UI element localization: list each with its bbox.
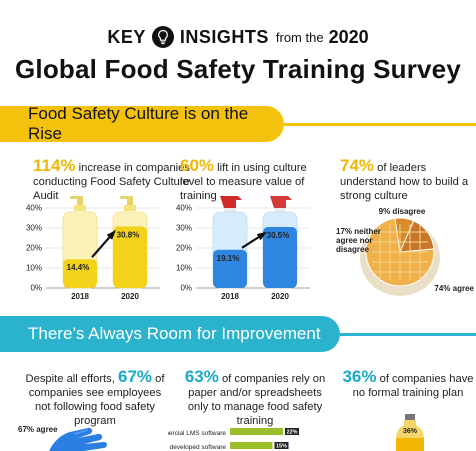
bottle-cap <box>224 208 236 213</box>
header-year: 2020 <box>328 26 369 47</box>
data-label: 15% <box>276 444 287 450</box>
stat-leaders-understand: 74% of leaders understand how to build a… <box>340 156 476 203</box>
trend-arrow-head <box>106 229 116 240</box>
bottle-neck <box>127 198 133 206</box>
x-tick-label: 2018 <box>71 292 89 301</box>
data-label: 30.8% <box>117 230 140 239</box>
stat-culture-lift: 60% lift in using culture level to measu… <box>180 156 330 203</box>
y-tick-label: 30% <box>26 224 42 233</box>
y-tick-label: 10% <box>26 264 42 273</box>
y-tick-label: 40% <box>176 204 192 213</box>
bar <box>63 259 97 288</box>
data-label: 30.5% <box>267 231 290 240</box>
data-label: 19.1% <box>217 254 240 263</box>
category-label: Internally developed software <box>168 444 226 451</box>
stat-paper-text: of companies rely on paper and/or spread… <box>187 373 326 427</box>
spray-trigger <box>270 196 292 208</box>
stat-not-following-value: 67% <box>117 367 153 386</box>
stat-culture-audit-value: 114% <box>33 156 76 175</box>
section-title-improvement: There’s Always Room for Improvement <box>28 324 321 343</box>
y-tick-label: 10% <box>176 264 192 273</box>
stat-not-following-text: of companies see employees not following… <box>28 373 165 427</box>
data-label: 22% <box>286 430 297 436</box>
chart-leaders-pie: 9% disagree 17% neither agree nor disagree 7… <box>330 200 476 310</box>
section-rule-blue <box>340 333 476 336</box>
stat-no-plan-text: of companies have no formal training pla… <box>352 373 474 399</box>
spray-trigger <box>220 196 242 208</box>
stat-culture-lift-text: lift in using culture level to measure v… <box>180 162 307 202</box>
stat-no-plan: 36% of companies have no formal training… <box>340 367 476 400</box>
x-tick-label: 2020 <box>271 292 289 301</box>
bar <box>213 249 247 288</box>
slice-label: 17% neither <box>336 227 381 236</box>
bottle-icon: 36% <box>396 414 424 451</box>
x-tick-label: 2018 <box>221 292 239 301</box>
bar <box>263 227 297 288</box>
chart-culture-audit: 0% 10% 20% 30% 40% 14.4% 2018 30.8% 2020 <box>20 190 170 310</box>
chart-culture-lift: 0% 10% 20% 30% 40% 19.1% 2018 30.5% 2020 <box>170 190 320 310</box>
stat-leaders-value: 74% <box>340 156 375 175</box>
section-banner-culture: Food Safety Culture is on the Rise <box>0 104 284 143</box>
bar <box>230 442 273 449</box>
section-rule-yellow <box>284 123 476 126</box>
value-badge <box>285 428 299 435</box>
bottle-cap <box>74 205 86 211</box>
section-banner-improvement: There’s Always Room for Improvement <box>0 316 340 352</box>
data-label: 14.4% <box>67 263 90 272</box>
stat-not-following: Despite all efforts, 67% of companies se… <box>20 367 170 428</box>
header-from-the: from the <box>275 29 324 45</box>
y-tick-label: 20% <box>176 244 192 253</box>
stat-paper-value: 63% <box>184 367 219 386</box>
bottle-cap <box>124 205 136 211</box>
stat-not-following-pre: Despite all efforts, <box>25 373 118 385</box>
bottle-cap <box>274 208 286 213</box>
slice-label: disagree <box>336 245 369 254</box>
lightbulb-icon <box>151 26 174 48</box>
header-line-1: KEY INSIGHTS from the 2020 <box>0 22 476 52</box>
bottle-pump <box>120 196 133 199</box>
y-tick-label: 0% <box>30 284 42 293</box>
y-tick-label: 0% <box>180 284 192 293</box>
trend-arrow <box>91 233 113 258</box>
chart-culture-audit-svg: 0% 10% 20% 30% 40% 14.4% 2018 30.8% 2020 <box>26 196 160 301</box>
bar <box>113 226 147 288</box>
category-label: Commercial LMS software <box>168 430 226 437</box>
header: KEY INSIGHTS from the 2020 Global Food S… <box>0 22 476 85</box>
bottle-neck <box>77 198 83 206</box>
bottle-label: 36% <box>403 428 418 435</box>
stat-culture-lift-value: 60% <box>180 156 215 175</box>
stat-paper-spreadsheets: 63% of companies rely on paper and/or sp… <box>180 367 330 428</box>
agree-label: 67% agree <box>18 425 58 434</box>
y-tick-label: 40% <box>26 204 42 213</box>
stat-culture-audit-text: increase in companies conducting Food Sa… <box>33 162 190 202</box>
page-title: Global Food Safety Training Survey <box>15 54 461 84</box>
slice-label: 9% disagree <box>379 207 426 216</box>
header-key: KEY <box>107 26 146 47</box>
y-tick-label: 20% <box>26 244 42 253</box>
glove-icon <box>49 427 107 451</box>
chart-training-software: Commercial LMS software 22% Internally dev… <box>141 424 328 451</box>
chart-culture-lift-svg: 0% 10% 20% 30% 40% 19.1% 2018 30.5% 2020 <box>176 196 310 301</box>
section-title-culture: Food Safety Culture is on the Rise <box>28 104 249 143</box>
bottle-pump <box>70 196 83 199</box>
value-badge <box>274 442 289 449</box>
stat-leaders-text: of leaders understand how to build a str… <box>340 162 469 202</box>
trend-arrow-head <box>256 231 268 241</box>
chart-training-software-svg: Commercial LMS software 22% Internally dev… <box>141 428 299 451</box>
header-insights: INSIGHTS <box>179 26 269 47</box>
slice-label: 74% agree <box>434 284 474 293</box>
stat-no-plan-value: 36% <box>342 367 377 386</box>
bar <box>230 428 283 435</box>
x-tick-label: 2020 <box>121 292 139 301</box>
slice-label: agree nor <box>336 236 372 245</box>
y-tick-label: 30% <box>176 224 192 233</box>
stat-culture-audit: 114% increase in companies conducting Fo… <box>33 156 193 203</box>
